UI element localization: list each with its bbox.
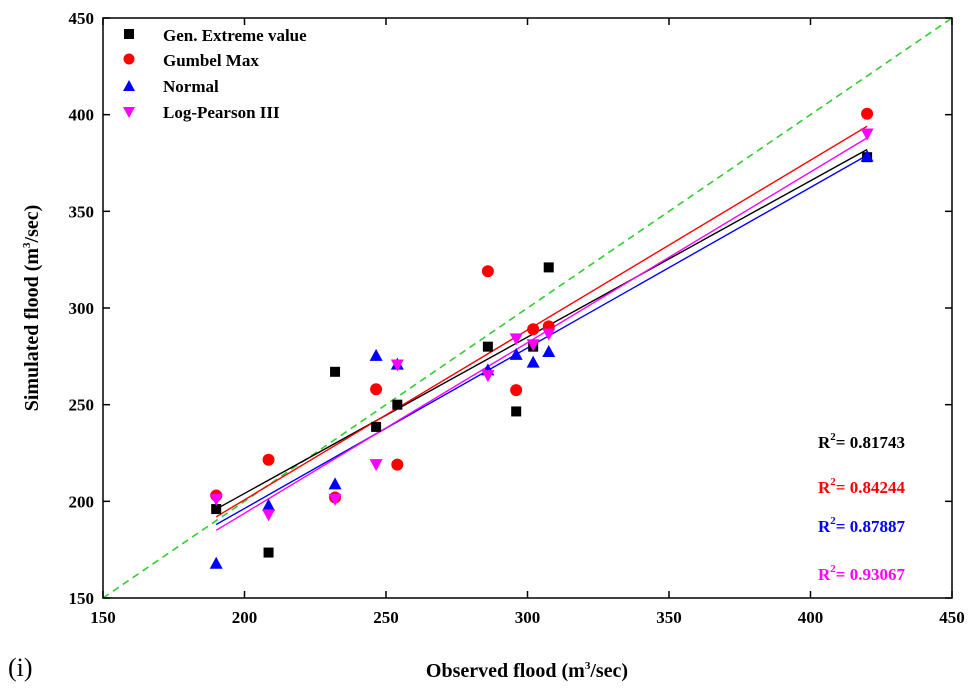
x-tick-label: 300 [515, 608, 541, 627]
data-point-series-2-6 [509, 347, 523, 360]
r2-annotations: R2= 0.81743 R2= 0.84244 R2= 0.87887 R2= … [818, 431, 905, 584]
data-point-series-3-2 [328, 493, 342, 506]
legend-label-lp3: Log-Pearson III [163, 103, 280, 122]
x-axis-title: Observed flood (m3/sec) [426, 660, 628, 682]
data-point-series-0-5 [482, 341, 493, 352]
y-axis-title: Simulated flood (m3/sec) [21, 205, 43, 412]
data-point-series-2-2 [328, 477, 342, 490]
data-point-series-3-6 [509, 333, 523, 346]
legend-label-normal: Normal [163, 77, 219, 96]
x-tick-label: 150 [90, 608, 116, 627]
y-tick-label: 400 [69, 106, 95, 125]
ticks-layer: 150 200 250 300 350 400 450 150 200 250 300 350 400 4… [69, 9, 965, 627]
data-point-series-0-4 [392, 399, 403, 410]
data-point-series-3-7 [526, 339, 540, 352]
data-point-series-1-1 [262, 453, 275, 466]
x-tick-label: 250 [373, 608, 399, 627]
data-point-series-0-2 [330, 366, 341, 377]
y-tick-label: 250 [69, 396, 95, 415]
data-point-series-0-3 [371, 421, 382, 432]
data-point-series-0-0 [211, 504, 222, 515]
panel-label: (i) [8, 653, 33, 682]
x-tick-label: 450 [939, 608, 965, 627]
r2-label-gumbel: R2= 0.84244 [818, 476, 905, 497]
data-point-series-2-1 [262, 498, 276, 511]
reference-line-layer [102, 17, 953, 599]
data-point-series-3-1 [262, 509, 276, 522]
data-point-series-3-9 [860, 128, 874, 141]
fit-lines-layer [215, 125, 868, 531]
data-point-series-3-0 [209, 493, 223, 506]
data-point-series-1-5 [481, 265, 494, 278]
data-points-layer [209, 107, 874, 569]
fit-line-series-3 [215, 137, 868, 531]
data-point-series-0-6 [511, 406, 522, 417]
data-point-series-1-7 [527, 323, 540, 336]
data-point-series-2-3 [369, 348, 383, 361]
data-point-series-2-9 [860, 149, 874, 162]
y-tick-label: 150 [69, 589, 95, 608]
y-tick-label: 300 [69, 299, 95, 318]
legend-label-gev: Gen. Extreme value [163, 26, 307, 45]
data-point-series-2-7 [526, 355, 540, 368]
data-point-series-3-5 [481, 370, 495, 383]
data-point-series-1-9 [861, 107, 874, 120]
data-point-series-0-1 [263, 547, 274, 558]
data-point-series-1-3 [370, 383, 383, 396]
y-tick-label: 450 [69, 9, 95, 28]
y-tick-label: 350 [69, 202, 95, 221]
fit-line-series-0 [215, 148, 868, 510]
r2-label-lp3: R2= 0.93067 [818, 563, 905, 584]
legend-marker-normal [123, 80, 135, 91]
data-point-series-1-4 [391, 458, 404, 471]
legend-marker-lp3 [123, 107, 135, 118]
data-point-series-2-8 [542, 345, 556, 357]
y-tick-label: 200 [69, 492, 95, 511]
fit-line-series-1 [215, 125, 868, 518]
x-tick-label: 200 [232, 608, 258, 627]
data-point-series-3-3 [369, 459, 383, 472]
r2-label-normal: R2= 0.87887 [818, 515, 905, 536]
data-point-series-1-6 [510, 384, 523, 397]
data-point-series-3-4 [390, 359, 404, 372]
x-tick-label: 350 [656, 608, 682, 627]
one-to-one-line [102, 17, 953, 599]
data-point-series-2-0 [209, 556, 223, 569]
r2-label-gev: R2= 0.81743 [818, 431, 905, 452]
legend-label-gumbel: Gumbel Max [163, 51, 259, 70]
x-tick-label: 400 [798, 608, 824, 627]
fit-line-series-2 [215, 154, 868, 526]
data-point-series-0-8 [543, 262, 554, 273]
data-point-series-3-8 [542, 328, 556, 341]
legend: Gen. Extreme value Gumbel Max Normal Log… [123, 26, 307, 122]
legend-marker-gev [124, 29, 134, 39]
legend-marker-gumbel [123, 53, 135, 65]
